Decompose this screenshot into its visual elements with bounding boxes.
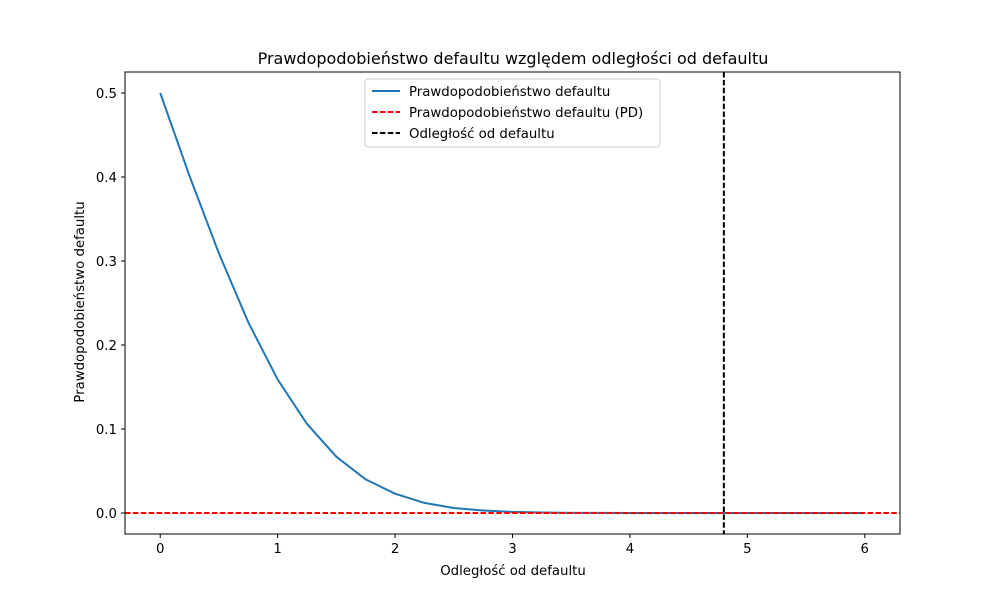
legend-label: Prawdopodobieństwo defaultu [409, 84, 610, 100]
chart-title: Prawdopodobieństwo defaultu względem odl… [258, 49, 769, 68]
y-tick-label: 0.1 [96, 423, 117, 438]
series-probability-curve [159, 92, 865, 514]
y-tick-label: 0.4 [96, 171, 117, 186]
legend: Prawdopodobieństwo defaultu Prawdopodobie… [364, 78, 661, 148]
x-tick-label: 1 [273, 542, 281, 557]
legend-label: Prawdopodobieństwo defaultu (PD) [409, 105, 643, 121]
plot-series-group [125, 72, 900, 534]
x-axis-label: Odległość od defaultu [440, 563, 586, 579]
legend-box [364, 78, 661, 148]
x-tick-label: 0 [156, 542, 164, 557]
y-tick-label: 0.2 [96, 339, 117, 354]
x-tick-label: 3 [508, 542, 516, 557]
y-tick-label: 0.0 [96, 507, 117, 522]
axes: 0 1 2 3 4 5 6 0.0 0.1 0.2 0.3 0.4 0.5 [96, 71, 901, 557]
x-tick-label: 5 [743, 542, 751, 557]
x-tick-label: 6 [861, 542, 869, 557]
y-tick-label: 0.5 [96, 87, 117, 102]
x-tick-label: 2 [391, 542, 399, 557]
x-tick-label: 4 [626, 542, 634, 557]
y-axis-label: Prawdopodobieństwo defaultu [72, 201, 88, 402]
legend-label: Odległość od defaultu [409, 126, 555, 142]
y-tick-label: 0.3 [96, 255, 117, 270]
plot-area [125, 72, 900, 534]
